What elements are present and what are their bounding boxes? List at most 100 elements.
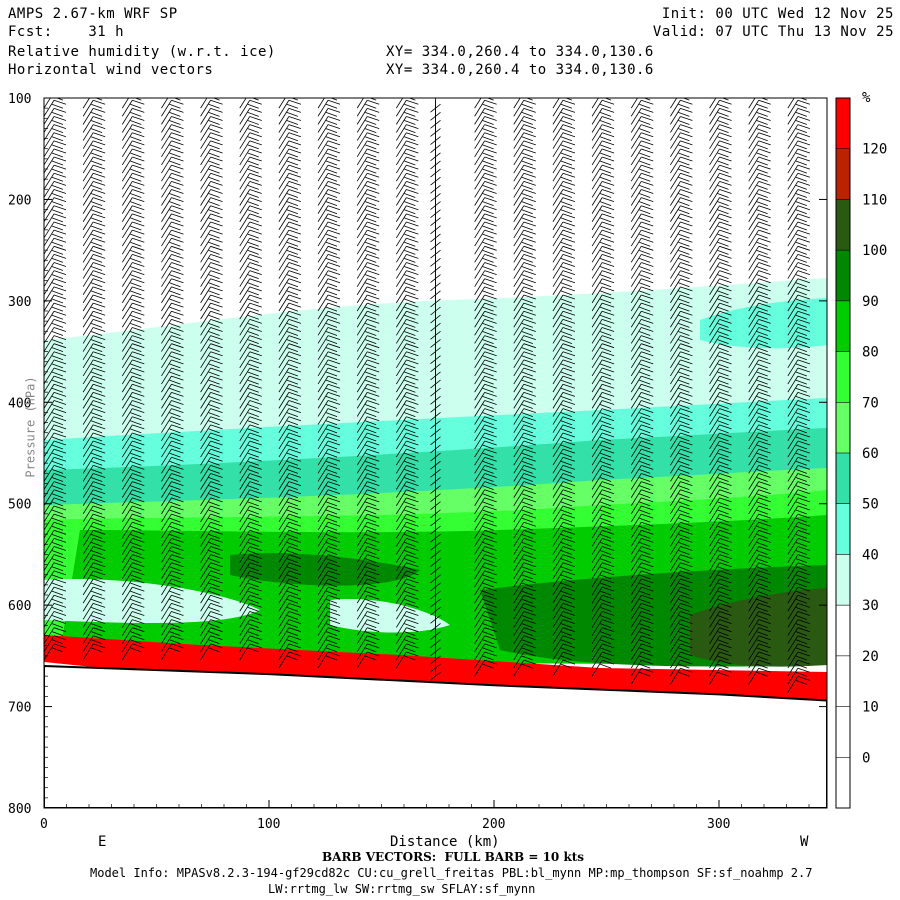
wind-barb [474, 651, 497, 669]
wind-barb [787, 343, 810, 360]
wind-barb [317, 408, 341, 425]
wind-barb [356, 416, 380, 433]
wind-barb [121, 578, 145, 596]
wind-barb [44, 278, 67, 295]
wind-barb [356, 140, 380, 158]
wind-barb [356, 221, 380, 239]
wind-barb [552, 586, 576, 604]
wind-barb [82, 611, 106, 628]
wind-barb [82, 327, 106, 344]
wind-barb [317, 359, 341, 377]
wind-barb [787, 270, 810, 287]
wind-barb [670, 294, 693, 312]
wind-barb [591, 465, 615, 482]
wind-barb [121, 432, 145, 450]
wind-barb [709, 205, 732, 222]
wind-barb [552, 302, 576, 320]
wind-barb [709, 448, 732, 466]
wind-barb [278, 237, 302, 255]
wind-barb [513, 335, 536, 352]
wind-barb [356, 594, 380, 612]
wind-barb [474, 383, 497, 401]
wind-barb [748, 513, 771, 531]
colorbar-swatch [836, 503, 850, 555]
wind-barb [121, 278, 145, 295]
wind-barb [709, 432, 732, 450]
wind-barb [474, 611, 497, 628]
wind-barb [474, 318, 497, 336]
wind-barb [239, 473, 262, 490]
wind-barb [317, 262, 341, 279]
y-tick-label: 600 [8, 599, 31, 614]
wind-barb [121, 473, 145, 490]
wind-barb [474, 367, 497, 385]
wind-barb [591, 181, 615, 198]
wind-barb [239, 302, 262, 320]
wind-barb [317, 237, 341, 255]
wind-barb [161, 367, 184, 385]
wind-barb [630, 473, 654, 490]
wind-barb [591, 408, 615, 425]
wind-barb [317, 611, 341, 628]
wind-barb [161, 456, 184, 474]
wind-barb [787, 99, 810, 117]
wind-barb [356, 278, 380, 295]
wind-barb [552, 408, 576, 425]
wind-barb [630, 189, 654, 206]
wind-barb [630, 651, 654, 669]
wind-barb [121, 416, 145, 433]
wind-barb [356, 343, 380, 360]
wind-barb [317, 197, 341, 214]
wind-barb [670, 643, 693, 661]
wind-barb [356, 237, 380, 255]
colorbar-label: 70 [862, 395, 879, 411]
wind-barb [396, 221, 419, 239]
wind-barb [474, 391, 497, 409]
wind-barb [630, 489, 654, 506]
wind-barb [317, 635, 341, 653]
wind-barb [396, 124, 419, 141]
wind-barb [44, 205, 67, 222]
wind-barb [356, 99, 380, 117]
wind-barb [513, 659, 536, 677]
wind-barb [44, 521, 67, 539]
wind-barb [356, 229, 380, 247]
wind-barb [44, 643, 67, 661]
wind-barb [239, 391, 262, 409]
wind-barb [200, 586, 223, 604]
wind-barb [748, 489, 771, 506]
wind-barb [200, 538, 223, 555]
wind-barb [474, 213, 497, 231]
wind-barb [630, 594, 654, 612]
wind-barb [787, 562, 810, 579]
wind-barb [591, 367, 615, 385]
wind-barb [121, 383, 145, 401]
wind-barb [82, 465, 106, 482]
wind-barb [552, 375, 576, 393]
wind-barb [748, 367, 771, 385]
wind-barb [630, 351, 654, 369]
wind-barb [161, 237, 184, 255]
wind-barb [82, 343, 106, 360]
wind-barb [278, 245, 302, 263]
wind-barb [709, 538, 732, 555]
wind-barb [278, 554, 302, 571]
wind-barb [474, 124, 497, 141]
wind-barb [787, 383, 810, 401]
y-axis-label: Pressure (hPa) [23, 376, 38, 478]
wind-barb [787, 140, 810, 158]
wind-barb [317, 172, 341, 190]
wind-barb [748, 327, 771, 344]
wind-barb [356, 262, 380, 279]
wind-barb [82, 456, 106, 474]
wind-barb [82, 221, 106, 239]
wind-barb [356, 359, 380, 377]
wind-barb [121, 562, 145, 579]
wind-barb [121, 594, 145, 612]
wind-barb [513, 124, 536, 141]
wind-barb [552, 465, 576, 482]
wind-barb [317, 351, 341, 369]
wind-barb [82, 237, 106, 255]
wind-barb [709, 667, 732, 685]
wind-barb [161, 497, 184, 515]
